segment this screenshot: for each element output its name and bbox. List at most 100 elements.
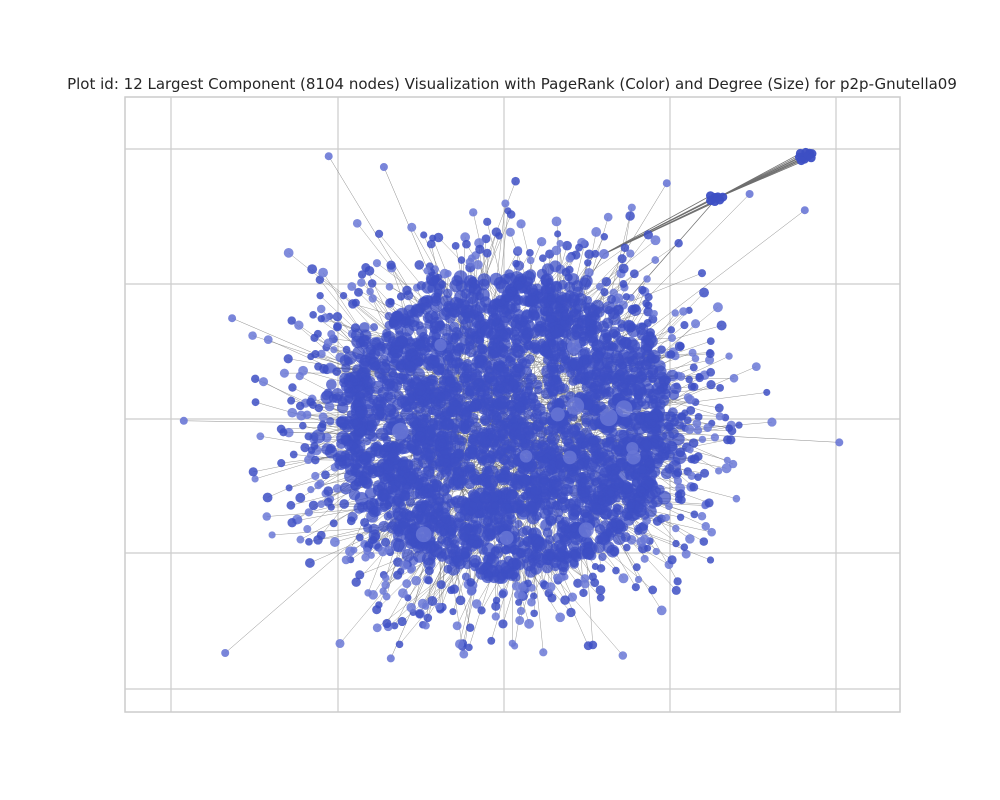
node: [668, 460, 682, 474]
node: [304, 432, 313, 441]
node: [515, 598, 523, 606]
node: [583, 295, 593, 305]
node: [552, 573, 562, 582]
node: [491, 601, 501, 611]
node: [644, 293, 653, 302]
node: [472, 540, 482, 550]
node: [591, 249, 600, 258]
node: [494, 295, 506, 307]
node: [498, 590, 507, 599]
edge: [232, 317, 375, 380]
node: [686, 445, 694, 454]
node: [551, 468, 566, 482]
node: [501, 199, 510, 208]
node: [287, 407, 298, 418]
node: [526, 249, 534, 257]
node: [251, 475, 259, 483]
node: [601, 276, 612, 287]
node: [462, 358, 473, 368]
node: [548, 384, 560, 396]
node: [674, 341, 685, 352]
node: [374, 229, 384, 238]
node: [305, 558, 315, 568]
node: [689, 482, 699, 492]
high-degree-node: [519, 449, 533, 463]
node: [461, 408, 471, 418]
node: [699, 287, 709, 298]
node: [484, 528, 497, 541]
node: [603, 212, 613, 222]
node: [530, 439, 542, 451]
node: [401, 548, 415, 562]
node: [564, 498, 576, 511]
node: [654, 398, 666, 410]
node: [316, 304, 326, 314]
node: [372, 259, 382, 268]
node: [438, 454, 451, 467]
node: [319, 364, 329, 374]
node: [583, 537, 594, 548]
node: [446, 524, 457, 535]
node: [448, 400, 463, 415]
node: [277, 459, 286, 468]
node: [424, 576, 433, 585]
node: [376, 407, 387, 418]
node: [665, 502, 673, 511]
node: [656, 605, 667, 616]
node: [450, 457, 463, 469]
node: [323, 486, 334, 496]
node: [307, 446, 316, 454]
node: [591, 351, 604, 364]
node: [382, 473, 393, 484]
node: [487, 454, 497, 464]
node: [425, 363, 434, 372]
node: [449, 584, 460, 594]
node: [285, 484, 293, 492]
node: [444, 430, 459, 445]
node: [531, 343, 542, 354]
node: [394, 475, 407, 488]
node: [574, 459, 585, 470]
node: [451, 332, 460, 341]
node: [404, 511, 415, 522]
node: [248, 467, 258, 477]
node: [580, 274, 593, 288]
node: [446, 358, 458, 369]
node: [445, 377, 457, 388]
node: [672, 539, 680, 548]
node: [671, 309, 679, 317]
node: [404, 531, 418, 545]
node: [564, 472, 576, 484]
node: [613, 304, 624, 315]
node: [568, 376, 579, 386]
node: [555, 612, 566, 623]
node: [307, 486, 315, 494]
node: [279, 368, 289, 378]
node: [463, 311, 476, 324]
node: [436, 580, 446, 590]
node: [441, 514, 451, 524]
node: [400, 397, 410, 407]
node: [385, 283, 394, 291]
node: [308, 500, 319, 511]
node: [359, 322, 370, 333]
node: [644, 457, 655, 468]
node: [686, 405, 696, 415]
node: [554, 230, 562, 238]
node: [668, 334, 677, 343]
node: [485, 501, 500, 516]
node: [516, 219, 526, 229]
node: [473, 259, 483, 270]
node: [706, 367, 716, 377]
node: [579, 471, 592, 484]
outlier-node: [379, 163, 388, 171]
node: [693, 426, 703, 435]
node: [427, 424, 441, 438]
node: [390, 622, 399, 630]
node: [477, 273, 491, 287]
node: [546, 348, 557, 359]
node: [527, 597, 536, 607]
node: [367, 465, 377, 475]
node: [498, 619, 508, 629]
node: [489, 343, 503, 358]
